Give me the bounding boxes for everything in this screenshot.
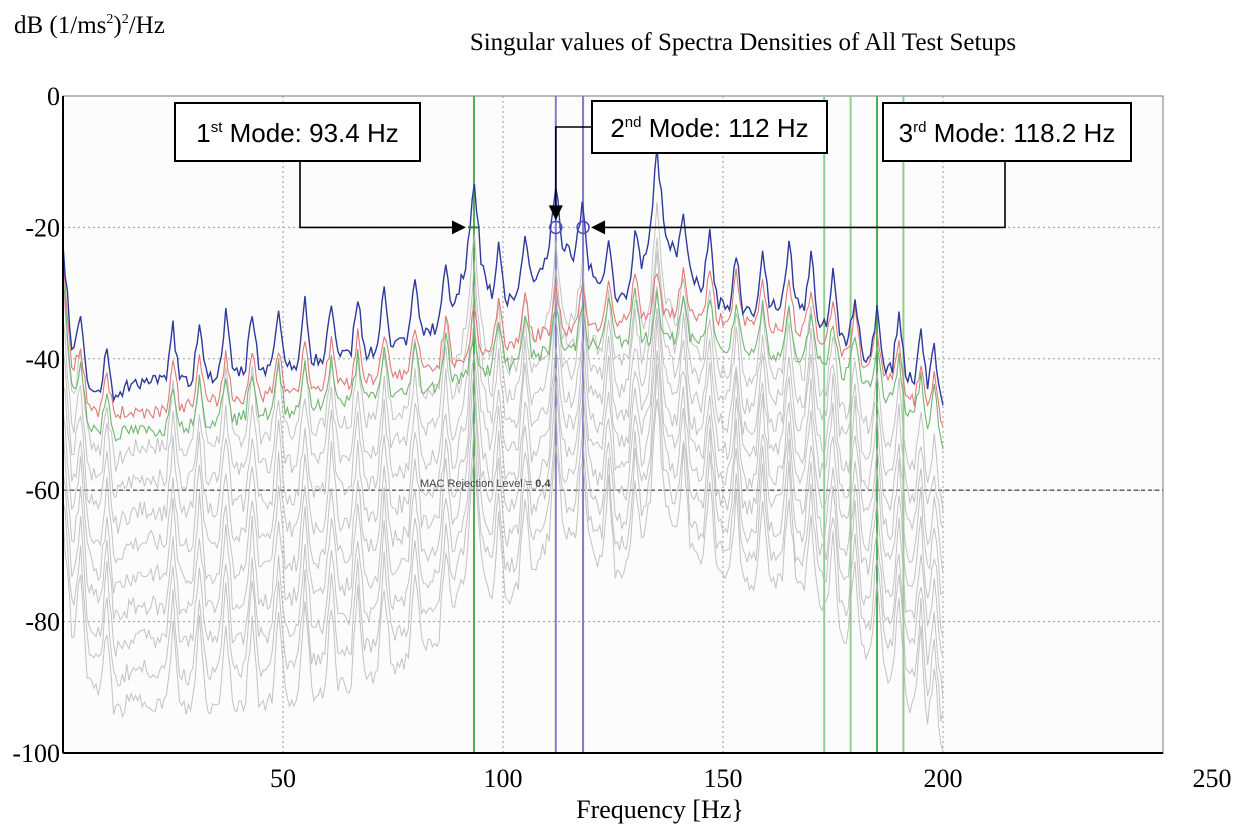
background-curve bbox=[62, 315, 944, 658]
annotation-arrow bbox=[299, 161, 454, 229]
mode-marker bbox=[576, 220, 590, 235]
mode-annotation-box bbox=[174, 102, 421, 162]
annotation-arrowhead bbox=[548, 205, 563, 221]
mode-annotation-box bbox=[882, 102, 1132, 162]
background-curve bbox=[62, 399, 944, 752]
mode-annotation-text: 1st Mode: 93.4 Hz bbox=[196, 118, 398, 148]
tick-layer: 50 100 150 200 250 0 -20 -40 -60 -80 -100 bbox=[12, 82, 1231, 793]
annotation-arrowhead bbox=[451, 220, 466, 235]
mac-rejection-label: MAC Rejection Level = 0.4 bbox=[420, 478, 551, 490]
y-tick-label: -100 bbox=[12, 739, 60, 768]
background-curve bbox=[62, 350, 944, 700]
series-line-sv2 bbox=[62, 261, 944, 427]
background-curve bbox=[62, 286, 944, 596]
background-curve bbox=[62, 364, 944, 722]
mode-annotation-text: 3rd Mode: 118.2 Hz bbox=[899, 118, 1116, 148]
mode-annotation-text: 2nd Mode: 112 Hz bbox=[610, 113, 808, 143]
x-tick-label: 50 bbox=[270, 764, 296, 793]
series-line-sv3 bbox=[62, 276, 944, 450]
annotation-arrow bbox=[555, 126, 592, 208]
y-tick-label: -40 bbox=[25, 345, 60, 374]
series-layer bbox=[62, 146, 944, 450]
background-curve bbox=[62, 237, 944, 529]
annotation-arrow bbox=[603, 161, 1006, 229]
y-tick-label: -60 bbox=[25, 476, 60, 505]
background-curve bbox=[62, 307, 944, 638]
x-axis-label: Frequency [Hz} bbox=[576, 795, 744, 824]
background-curves-layer bbox=[62, 201, 944, 752]
mode-marker bbox=[549, 220, 563, 235]
background-curve bbox=[62, 250, 944, 574]
background-curve bbox=[62, 201, 944, 512]
y-tick-label: 0 bbox=[47, 82, 60, 111]
series-line-sv1 bbox=[62, 146, 944, 406]
y-tick-label: -20 bbox=[25, 213, 60, 242]
x-tick-label: 250 bbox=[1193, 764, 1232, 793]
mode-annotation-box bbox=[591, 100, 828, 154]
chart-title: Singular values of Spectra Densities of … bbox=[470, 29, 1016, 56]
x-tick-label: 100 bbox=[484, 764, 523, 793]
y-axis-label: dB (1/ms2)2/Hz bbox=[14, 12, 165, 39]
y-tick-label: -80 bbox=[25, 608, 60, 637]
annotation-layer: 1st Mode: 93.4 Hz 2nd Mode: 112 Hz 3rd Mod… bbox=[174, 100, 1132, 235]
annotation-arrowhead bbox=[591, 220, 606, 235]
x-tick-label: 200 bbox=[924, 764, 963, 793]
x-tick-label: 150 bbox=[704, 764, 743, 793]
